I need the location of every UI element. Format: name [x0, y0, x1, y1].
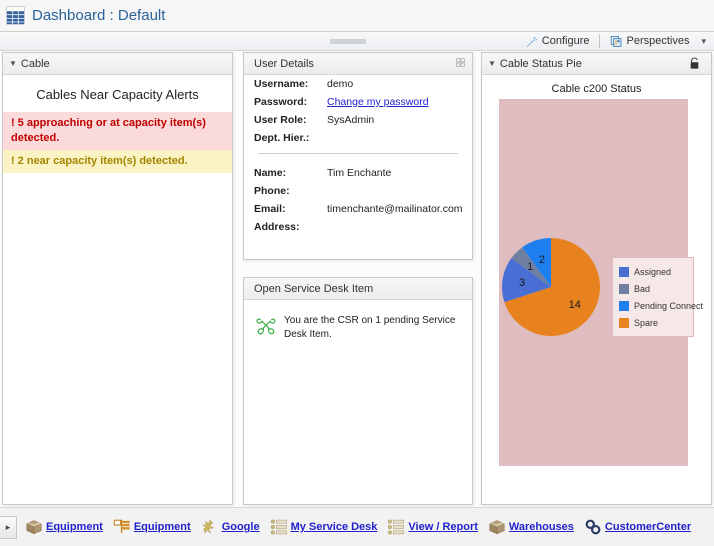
svg-text:2: 2 [539, 254, 545, 266]
svg-text:1: 1 [527, 261, 533, 273]
svg-text:14: 14 [569, 299, 581, 311]
svg-text:3: 3 [519, 277, 525, 289]
